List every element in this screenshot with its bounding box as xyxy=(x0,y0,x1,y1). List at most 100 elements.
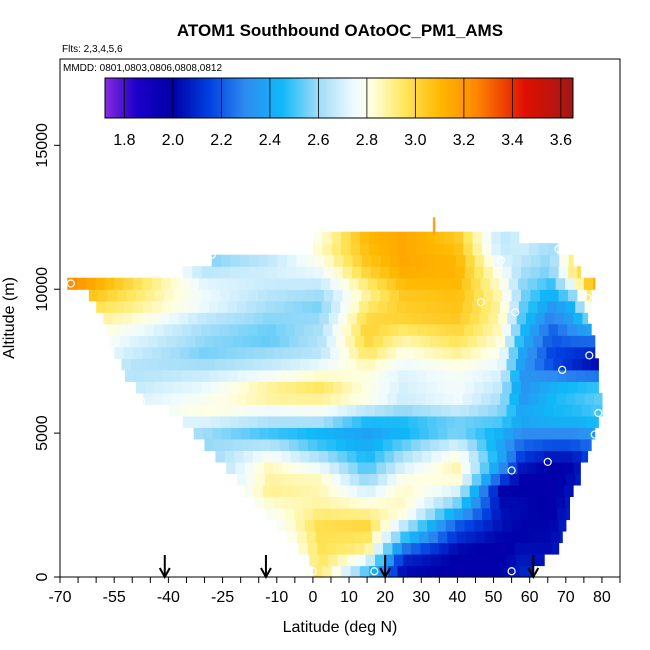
heatmap-cell xyxy=(406,392,417,405)
heatmap-cell xyxy=(306,427,317,440)
heatmap-cell xyxy=(427,254,438,267)
heatmap-cell xyxy=(271,358,282,371)
heatmap-cell xyxy=(298,438,309,451)
heatmap-cell xyxy=(549,254,560,267)
heatmap-cell xyxy=(267,289,278,302)
heatmap-cell xyxy=(284,507,295,521)
colorbar-segment xyxy=(554,78,558,118)
heatmap-cell xyxy=(229,266,240,279)
heatmap-cell xyxy=(414,277,425,290)
sample-point xyxy=(583,293,592,302)
heatmap-cell xyxy=(257,323,268,336)
heatmap-cell xyxy=(389,289,400,302)
heatmap-cell xyxy=(435,243,446,256)
heatmap-cell xyxy=(581,358,592,371)
heatmap-cell xyxy=(362,530,373,544)
heatmap-cell xyxy=(122,312,133,325)
colorbar-segment xyxy=(333,78,337,118)
heatmap-cell xyxy=(305,254,316,267)
heatmap-cell xyxy=(370,519,381,532)
heatmap-cell xyxy=(547,392,558,405)
heatmap-cell xyxy=(518,277,529,290)
heatmap-cell xyxy=(436,266,447,279)
heatmap-cell xyxy=(520,323,531,336)
heatmap-cell xyxy=(293,300,304,313)
heatmap-cell xyxy=(211,289,222,302)
heatmap-cell xyxy=(542,335,553,348)
colorbar-segment xyxy=(159,78,163,118)
heatmap-cell xyxy=(428,530,439,544)
heatmap-cell xyxy=(500,392,511,405)
heatmap-cell xyxy=(267,381,278,394)
heatmap-cell xyxy=(408,266,419,279)
heatmap-cell xyxy=(342,415,353,428)
heatmap-cell xyxy=(577,415,588,428)
colorbar-segment xyxy=(539,78,543,118)
colorbar-segment xyxy=(315,78,319,118)
heatmap-cell xyxy=(419,530,430,544)
heatmap-cell xyxy=(403,312,414,325)
colorbar-segment xyxy=(482,78,486,118)
heatmap-cell xyxy=(265,507,276,521)
heatmap-cell xyxy=(526,312,537,325)
heatmap-cell xyxy=(566,369,577,382)
heatmap-cell xyxy=(313,323,324,336)
heatmap-cell xyxy=(462,392,473,405)
heatmap-cell xyxy=(358,277,369,290)
heatmap-cell xyxy=(260,438,271,451)
heatmap-cell xyxy=(370,415,381,428)
heatmap-cell xyxy=(406,231,417,244)
heatmap-cell xyxy=(284,392,294,405)
colorbar-segment xyxy=(378,78,382,118)
heatmap-cell xyxy=(177,404,188,417)
heatmap-cell xyxy=(549,415,560,428)
colorbar-segment xyxy=(471,78,475,118)
heatmap-cell xyxy=(138,335,149,348)
heatmap-cell xyxy=(298,542,309,555)
heatmap-cell xyxy=(211,415,222,428)
heatmap-cell xyxy=(497,404,508,417)
heatmap-cell xyxy=(378,231,389,244)
heatmap-cell xyxy=(274,473,285,486)
heatmap-cell xyxy=(429,335,440,348)
heatmap-cell xyxy=(461,346,472,359)
heatmap-cell xyxy=(110,335,121,348)
heatmap-cell xyxy=(469,484,480,498)
heatmap-cell xyxy=(535,312,546,325)
heatmap-cell xyxy=(322,243,333,256)
heatmap-cell xyxy=(478,553,489,567)
x-axis-label: Latitude (deg N) xyxy=(283,619,398,636)
colorbar-segment xyxy=(398,78,402,118)
heatmap-cell xyxy=(481,507,492,521)
heatmap-cell xyxy=(558,415,569,428)
heatmap-cell xyxy=(406,243,417,256)
heatmap-cell xyxy=(539,266,550,279)
heatmap-cell xyxy=(304,266,315,279)
heatmap-cell xyxy=(223,335,234,348)
heatmap-cell xyxy=(332,323,343,336)
heatmap-cell xyxy=(134,369,145,382)
heatmap-cell xyxy=(142,346,153,359)
heatmap-cell xyxy=(368,473,379,486)
heatmap-cell xyxy=(265,369,276,382)
x-tick-label: -10 xyxy=(265,589,288,606)
heatmap-cell xyxy=(211,254,222,267)
x-tick-label: -70 xyxy=(48,589,71,606)
heatmap-cell xyxy=(552,438,563,451)
heatmap-cell xyxy=(437,427,448,440)
heatmap-cell xyxy=(255,392,266,405)
heatmap-cell xyxy=(387,473,398,486)
heatmap-cell xyxy=(373,335,384,348)
heatmap-cell xyxy=(279,335,290,348)
heatmap-cell xyxy=(475,530,486,544)
heatmap-cell xyxy=(479,484,490,498)
heatmap-cell xyxy=(455,381,466,394)
heatmap-cell xyxy=(502,289,513,302)
heatmap-cell xyxy=(320,346,331,359)
heatmap-cell xyxy=(232,438,243,451)
heatmap-cell xyxy=(253,484,264,498)
heatmap-cell xyxy=(351,266,362,279)
heatmap-cell xyxy=(359,231,370,244)
heatmap-cell xyxy=(208,346,219,359)
heatmap-cell xyxy=(293,473,304,486)
